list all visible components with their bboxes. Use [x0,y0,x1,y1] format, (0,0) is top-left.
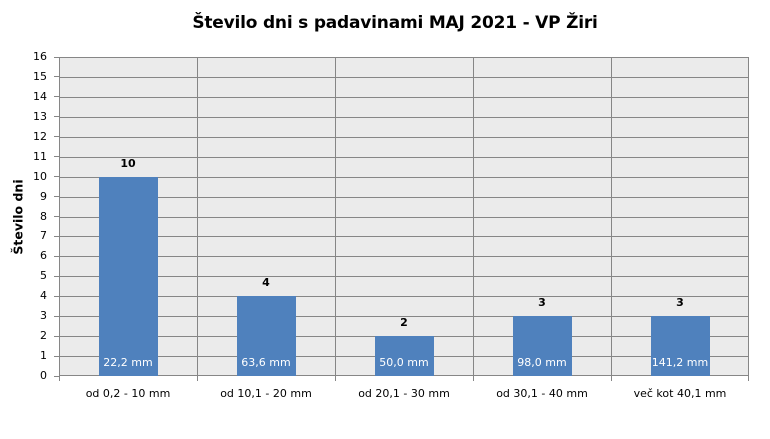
x-category-label: od 30,1 - 40 mm [496,387,588,400]
bar-annotation: 98,0 mm [517,356,567,369]
y-tick-mark [54,236,59,237]
y-tick-label: 16 [33,50,47,63]
y-tick-label: 14 [33,90,47,103]
vertical-gridline [611,58,612,375]
y-tick-label: 5 [40,269,47,282]
horizontal-gridline [60,96,748,98]
y-tick-mark [54,116,59,117]
x-tick-mark [335,376,336,381]
y-tick-mark [54,156,59,157]
bar-value-label: 2 [400,316,408,329]
y-tick-label: 10 [33,170,47,183]
horizontal-gridline [60,316,748,318]
vertical-gridline [197,58,198,375]
x-category-label: od 0,2 - 10 mm [85,387,171,400]
vertical-gridline [473,58,474,375]
y-tick-mark [54,376,59,377]
y-tick-label: 15 [33,70,47,83]
bar-annotation: 63,6 mm [241,356,291,369]
y-tick-label: 6 [40,249,47,262]
y-tick-mark [54,316,59,317]
horizontal-gridline [60,76,748,78]
bar-annotation: 22,2 mm [103,356,153,369]
horizontal-gridline [60,216,748,218]
y-tick-label: 2 [40,329,47,342]
bar-value-label: 3 [538,296,546,309]
bar-value-label: 10 [120,157,136,170]
bar-annotation: 141,2 mm [651,356,709,369]
y-tick-label: 7 [40,229,47,242]
horizontal-gridline [60,236,748,238]
x-tick-mark [748,376,749,381]
x-category-label: več kot 40,1 mm [633,387,727,400]
bar [375,336,434,376]
y-tick-mark [54,296,59,297]
y-tick-mark [54,57,59,58]
horizontal-gridline [60,256,748,258]
chart-title: Število dni s padavinami MAJ 2021 - VP Ž… [192,13,598,33]
bar-value-label: 3 [676,296,684,309]
bar [513,316,572,376]
horizontal-gridline [60,296,748,298]
horizontal-gridline [60,276,748,278]
y-tick-label: 12 [33,130,47,143]
y-tick-label: 4 [40,289,47,302]
y-tick-label: 13 [33,110,47,123]
x-tick-mark [473,376,474,381]
y-tick-mark [54,136,59,137]
y-tick-mark [54,256,59,257]
vertical-gridline [335,58,336,375]
x-category-label: od 10,1 - 20 mm [220,387,312,400]
y-tick-mark [54,216,59,217]
y-tick-label: 1 [40,349,47,362]
y-tick-mark [54,336,59,337]
bar-annotation: 50,0 mm [379,356,429,369]
y-tick-mark [54,176,59,177]
horizontal-gridline [60,136,748,138]
x-tick-mark [59,376,60,381]
y-tick-label: 9 [40,190,47,203]
y-tick-mark [54,276,59,277]
y-tick-mark [54,96,59,97]
x-tick-mark [197,376,198,381]
horizontal-gridline [60,196,748,198]
horizontal-gridline [60,176,748,178]
y-tick-mark [54,196,59,197]
y-tick-label: 0 [40,369,47,382]
y-tick-label: 3 [40,309,47,322]
plot-area [59,57,749,376]
bar [99,177,158,376]
horizontal-gridline [60,116,748,118]
y-tick-label: 8 [40,210,47,223]
y-tick-mark [54,356,59,357]
bar-value-label: 4 [262,276,270,289]
horizontal-gridline [60,156,748,158]
x-tick-mark [611,376,612,381]
y-tick-label: 11 [33,150,47,163]
y-tick-mark [54,76,59,77]
bar [651,316,710,376]
x-category-label: od 20,1 - 30 mm [358,387,450,400]
bar [237,296,296,376]
